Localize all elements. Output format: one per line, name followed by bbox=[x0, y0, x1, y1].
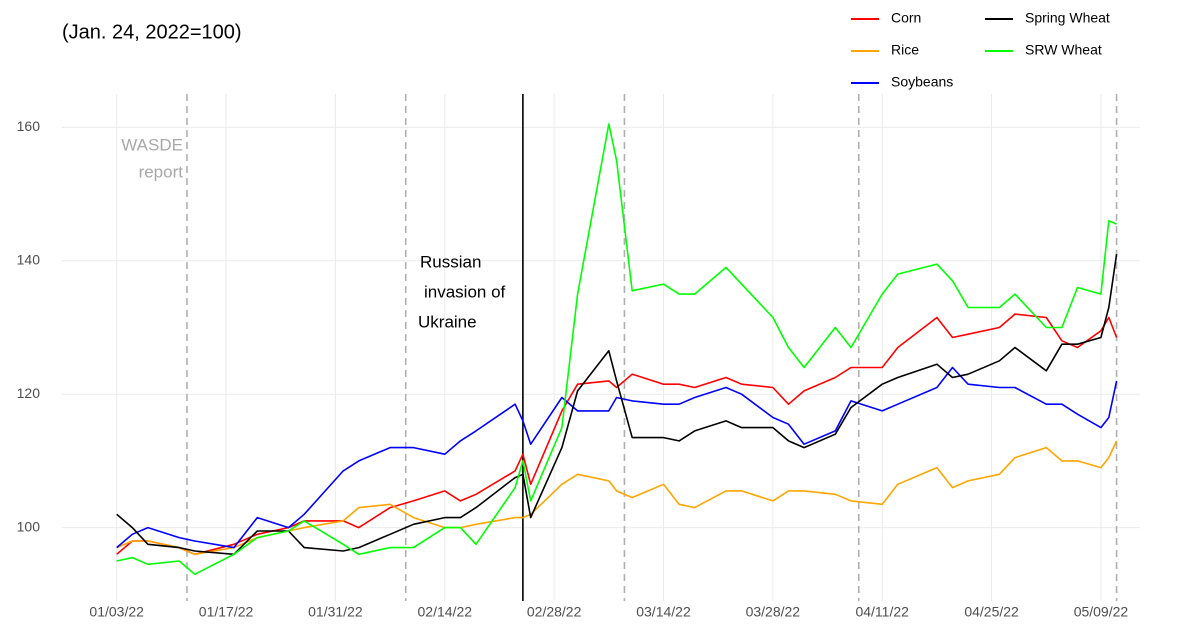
legend-label: Soybeans bbox=[891, 74, 953, 90]
series-line bbox=[116, 313, 1118, 556]
x-tick-label: 04/25/22 bbox=[964, 604, 1019, 620]
x-tick-label: 01/31/22 bbox=[308, 604, 363, 620]
x-tick-label: 04/11/22 bbox=[855, 604, 909, 620]
x-tick-label: 01/17/22 bbox=[199, 604, 254, 620]
y-tick-label: 120 bbox=[17, 385, 41, 401]
invasion-annotation: invasion of bbox=[424, 282, 506, 301]
series-line bbox=[116, 440, 1118, 556]
series-line bbox=[116, 253, 1118, 556]
y-tick-label: 140 bbox=[17, 251, 41, 267]
wasde-annotation: WASDE bbox=[121, 135, 183, 154]
legend-label: SRW Wheat bbox=[1025, 42, 1102, 58]
series-line bbox=[116, 366, 1118, 549]
y-tick-label: 160 bbox=[17, 118, 41, 134]
invasion-annotation: Russian bbox=[420, 252, 481, 271]
x-tick-label: 05/09/22 bbox=[1074, 604, 1129, 620]
invasion-annotation: Ukraine bbox=[418, 312, 477, 331]
x-tick-label: 02/14/22 bbox=[418, 604, 473, 620]
x-tick-label: 01/03/22 bbox=[89, 604, 144, 620]
x-tick-label: 03/14/22 bbox=[636, 604, 691, 620]
x-tick-label: 02/28/22 bbox=[527, 604, 582, 620]
chart-subtitle: (Jan. 24, 2022=100) bbox=[62, 21, 242, 43]
legend-label: Rice bbox=[891, 42, 919, 58]
y-tick-label: 100 bbox=[17, 518, 41, 534]
legend-label: Spring Wheat bbox=[1025, 10, 1110, 26]
wasde-annotation: report bbox=[139, 162, 184, 181]
series-line bbox=[116, 123, 1117, 576]
x-tick-label: 03/28/22 bbox=[746, 604, 801, 620]
legend-label: Corn bbox=[891, 10, 921, 26]
